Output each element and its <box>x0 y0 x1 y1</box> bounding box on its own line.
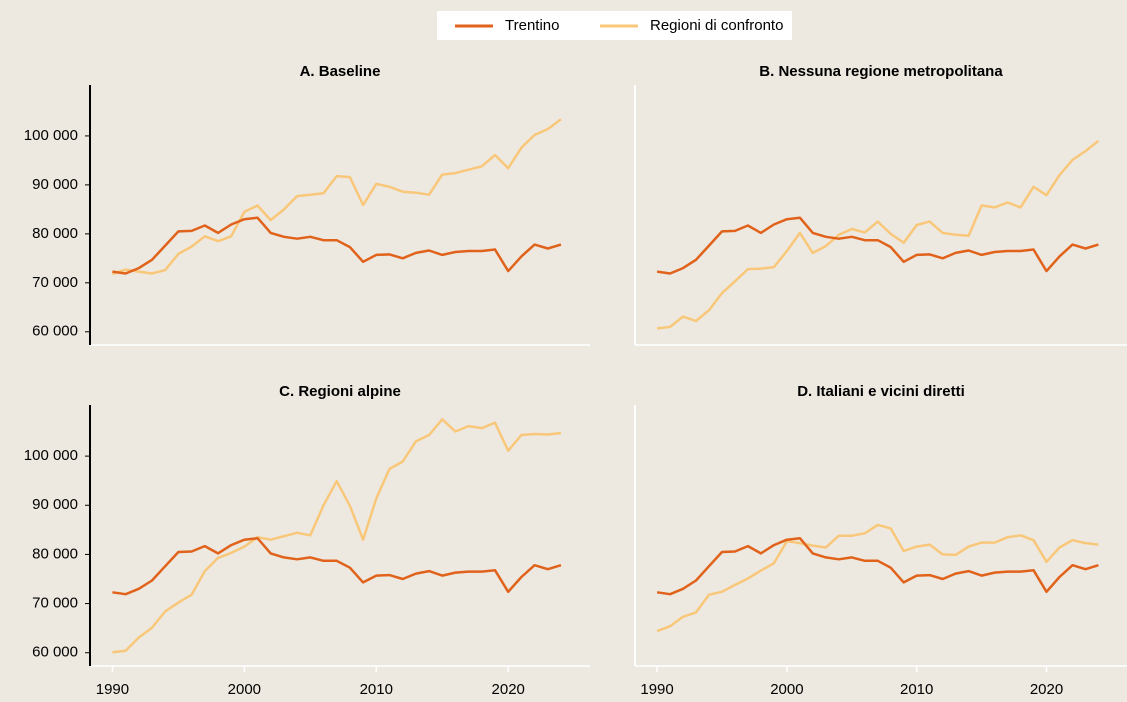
y-tick-label: 90 000 <box>32 496 78 513</box>
legend-label: Regioni di confronto <box>650 17 783 34</box>
series-line <box>112 536 562 596</box>
panel-title: A. Baseline <box>300 63 381 80</box>
panel-title: C. Regioni alpine <box>279 383 401 400</box>
series-line <box>656 139 1100 330</box>
series-line <box>656 523 1099 633</box>
y-tick-label: 60 000 <box>32 323 78 340</box>
series-line <box>112 118 562 276</box>
series-line <box>112 216 562 275</box>
y-tick-label: 60 000 <box>32 644 78 661</box>
y-tick-label: 80 000 <box>32 225 78 242</box>
x-tick-label: 2020 <box>1030 681 1063 698</box>
y-tick-label: 70 000 <box>32 274 78 291</box>
y-tick-label: 90 000 <box>32 176 78 193</box>
y-tick-label: 70 000 <box>32 595 78 612</box>
legend-label: Trentino <box>505 17 559 34</box>
series-line <box>656 216 1099 275</box>
panel-title: B. Nessuna regione metropolitana <box>759 63 1003 80</box>
x-tick-label: 2000 <box>228 681 261 698</box>
series-line <box>656 536 1099 596</box>
x-tick-label: 1990 <box>96 681 129 698</box>
x-tick-label: 1990 <box>640 681 673 698</box>
series-line <box>112 418 562 654</box>
y-tick-label: 100 000 <box>24 127 78 144</box>
y-tick-label: 100 000 <box>24 447 78 464</box>
x-tick-label: 2010 <box>360 681 393 698</box>
x-tick-label: 2020 <box>492 681 525 698</box>
panel-title: D. Italiani e vicini diretti <box>797 383 965 400</box>
y-tick-label: 80 000 <box>32 545 78 562</box>
x-tick-label: 2000 <box>770 681 803 698</box>
x-tick-label: 2010 <box>900 681 933 698</box>
